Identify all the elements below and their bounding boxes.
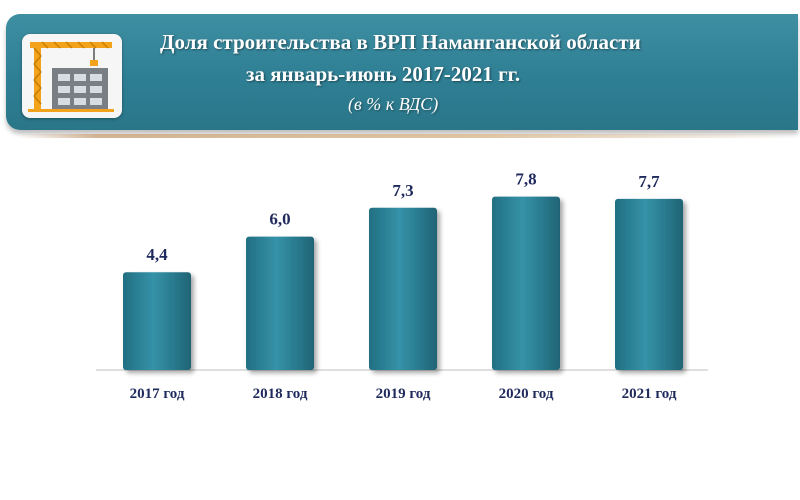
header-banner bbox=[6, 14, 798, 130]
bar-1 bbox=[246, 236, 314, 370]
category-label-1: 2018 год bbox=[253, 386, 308, 402]
bar-value-label-3: 7,8 bbox=[515, 170, 536, 189]
category-label-0: 2017 год bbox=[130, 386, 185, 402]
bar-2 bbox=[369, 207, 437, 370]
bar-value-label-1: 6,0 bbox=[269, 210, 290, 229]
bar-4 bbox=[615, 198, 683, 370]
category-label-4: 2021 год bbox=[622, 386, 677, 402]
category-label-2: 2019 год bbox=[376, 386, 431, 402]
header-underline bbox=[20, 134, 800, 138]
chart-title-line-1: Доля строительства в ВРП Наманганской об… bbox=[160, 30, 641, 54]
logo-tile bbox=[22, 34, 122, 118]
chart-title-line-2: за январь-июнь 2017-2021 гг. bbox=[246, 62, 521, 86]
bar-3 bbox=[492, 196, 560, 370]
bar-value-label-0: 4,4 bbox=[146, 245, 168, 264]
category-label-3: 2020 год bbox=[499, 386, 554, 402]
bar-0 bbox=[123, 272, 191, 370]
construction-crane-building-icon bbox=[28, 41, 114, 112]
chart-subtitle: (в % к ВДС) bbox=[348, 94, 439, 114]
bar-value-label-4: 7,7 bbox=[638, 172, 660, 191]
bar-value-label-2: 7,3 bbox=[392, 181, 413, 200]
